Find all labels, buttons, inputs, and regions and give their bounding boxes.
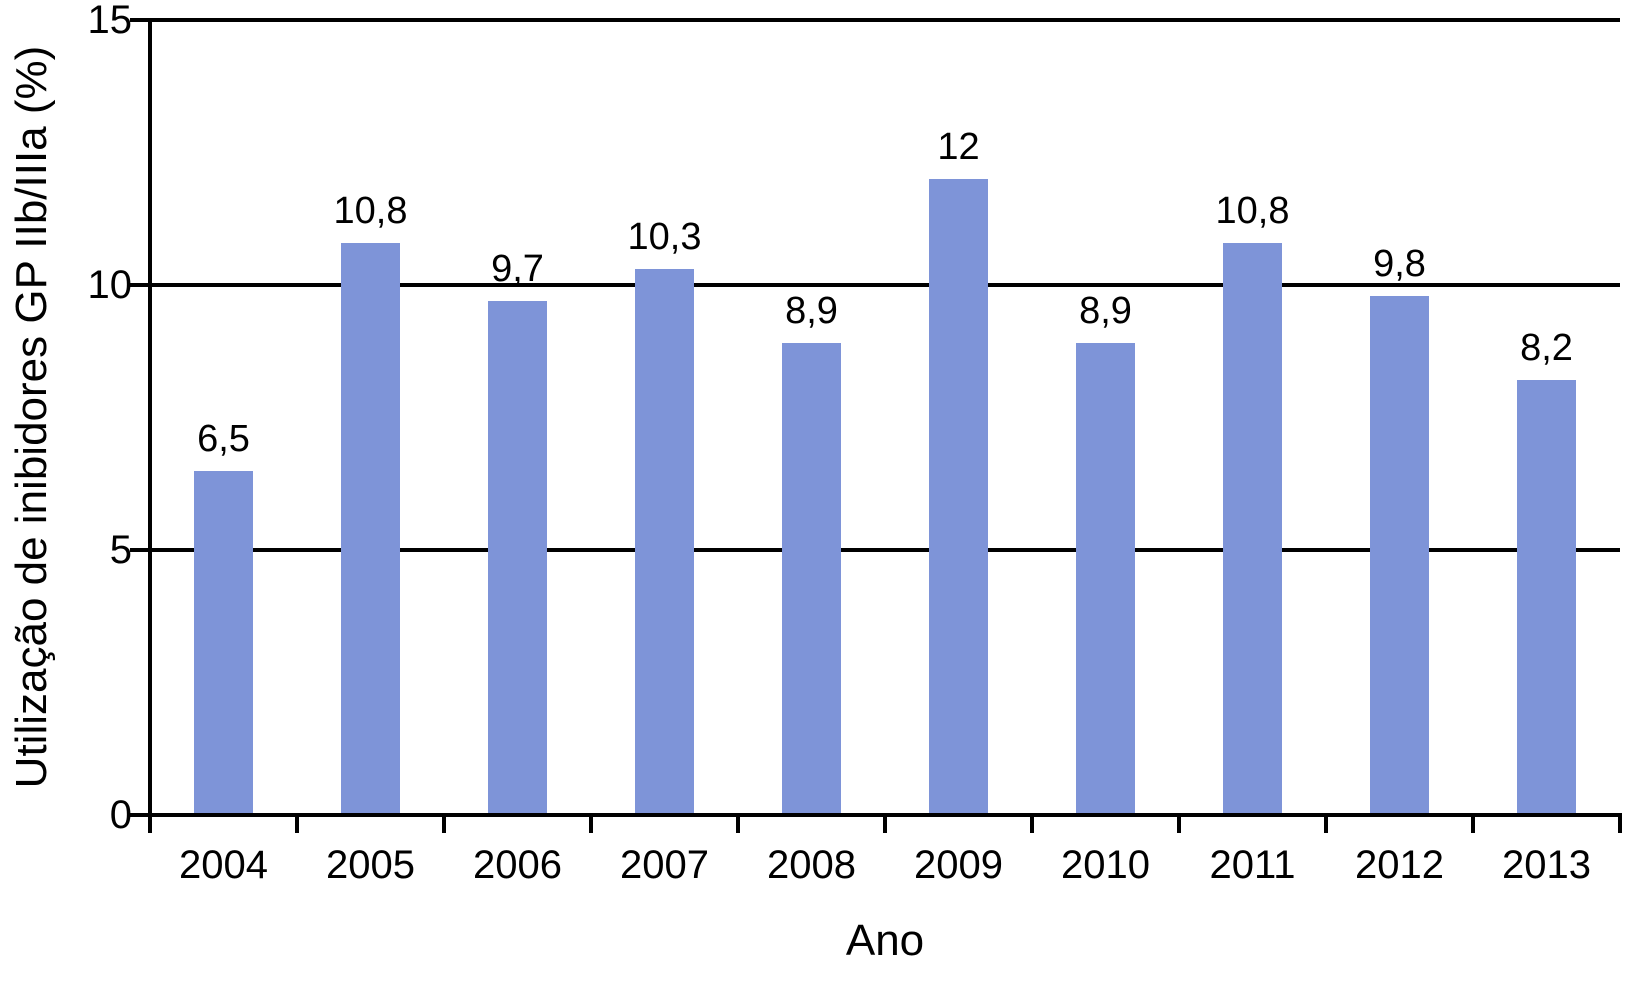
bar-value-label: 9,8 <box>1373 242 1426 285</box>
y-axis-line <box>148 18 152 819</box>
y-axis-title: Utilização de inibidores GP IIb/IIIa (%) <box>7 45 56 789</box>
y-tick-label: 5 <box>109 528 132 572</box>
x-axis-title: Ano <box>845 916 925 965</box>
bar-2011 <box>1223 242 1282 815</box>
y-tick-5 <box>130 548 150 552</box>
x-tick-7 <box>1177 813 1181 833</box>
bar-2010 <box>1076 343 1135 815</box>
x-tick-4 <box>736 813 740 833</box>
y-tick-label: 15 <box>87 0 133 42</box>
plot-area: 6,5 10,8 9,7 10,3 8,9 12 8,9 10,8 9,8 8,2 <box>130 18 1622 833</box>
x-category-label: 2012 <box>1355 843 1444 887</box>
y-tick-15 <box>130 18 150 22</box>
bar-2005 <box>341 242 400 815</box>
bar-2004 <box>194 470 253 815</box>
x-category-label: 2004 <box>179 843 268 887</box>
bar-2009 <box>929 179 988 815</box>
x-tick-9 <box>1471 813 1475 833</box>
x-tick-2 <box>442 813 446 833</box>
bar-value-label: 10,8 <box>333 189 408 232</box>
x-category-label: 2010 <box>1061 843 1150 887</box>
x-tick-5 <box>883 813 887 833</box>
x-tick-8 <box>1324 813 1328 833</box>
bar-value-label: 10,3 <box>627 216 702 259</box>
bar-value-label: 6,5 <box>197 417 250 460</box>
bar-2006 <box>488 300 547 815</box>
bar-value-label: 8,9 <box>785 290 838 333</box>
bar-value-label: 12 <box>937 126 980 168</box>
x-tick-3 <box>589 813 593 833</box>
gridline-15 <box>150 18 1620 22</box>
x-category-label: 2009 <box>914 843 1003 887</box>
bar-value-label: 8,9 <box>1079 290 1132 333</box>
x-tick-end <box>1618 813 1622 833</box>
bar-2012 <box>1370 295 1429 815</box>
bar-2008 <box>782 343 841 815</box>
bar-value-label: 8,2 <box>1520 327 1573 370</box>
x-category-label: 2007 <box>620 843 709 887</box>
x-tick-0 <box>148 813 152 833</box>
y-tick-label: 10 <box>87 263 133 307</box>
x-category-label: 2008 <box>767 843 856 887</box>
gridline-10 <box>150 283 1620 287</box>
gridline-5 <box>150 548 1620 552</box>
y-tick-0 <box>130 813 150 817</box>
y-tick-label: 0 <box>109 793 132 837</box>
bar-2013 <box>1517 380 1576 815</box>
x-category-label: 2013 <box>1502 843 1591 887</box>
y-tick-10 <box>130 283 150 287</box>
x-category-label: 2011 <box>1209 843 1296 887</box>
x-category-label: 2006 <box>473 843 562 887</box>
bar-value-label: 10,8 <box>1215 189 1290 232</box>
x-tick-6 <box>1030 813 1034 833</box>
bar-2007 <box>635 269 694 815</box>
x-category-label: 2005 <box>326 843 415 887</box>
x-tick-1 <box>295 813 299 833</box>
bar-value-label: 9,7 <box>491 247 544 290</box>
